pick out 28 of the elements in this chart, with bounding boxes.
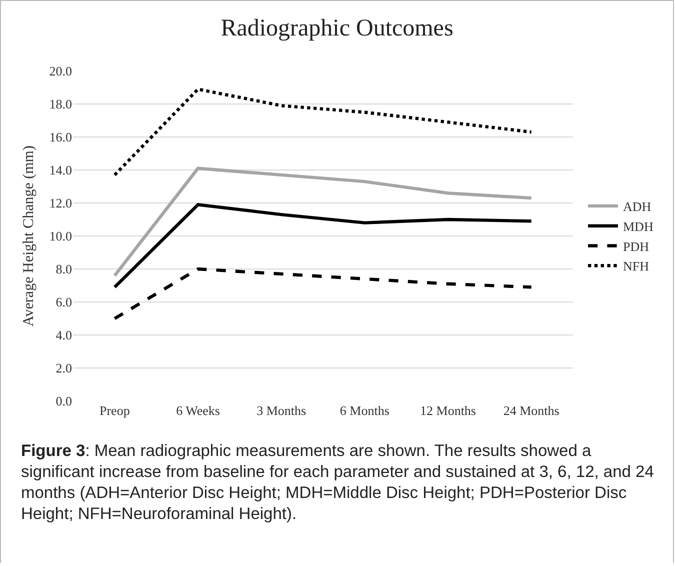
legend-label: ADH <box>623 199 652 214</box>
y-tick-label: 14.0 <box>49 162 72 178</box>
x-tick-label: 12 Months <box>420 403 476 418</box>
x-tick-label: 6 Months <box>340 403 390 418</box>
x-tick-label: 6 Weeks <box>176 403 220 418</box>
y-tick-label: 20.0 <box>49 64 72 79</box>
legend-label: MDH <box>623 218 654 234</box>
x-tick-label: 24 Months <box>503 403 560 418</box>
y-axis-title: Average Height Change (mm) <box>21 146 37 326</box>
line-series <box>113 88 533 177</box>
y-tick-label: 2.0 <box>56 360 72 376</box>
y-tick-label: 12.0 <box>49 196 72 211</box>
line-series <box>113 267 533 320</box>
y-tick-label: 0.0 <box>56 394 72 409</box>
y-tick-label: 6.0 <box>56 294 72 310</box>
legend-label: NFH <box>623 258 650 274</box>
y-tick-label: 4.0 <box>56 328 72 343</box>
chart-title: Radiographic Outcomes <box>220 15 454 42</box>
y-tick-label: 10.0 <box>49 228 72 244</box>
x-tick-label: Preop <box>100 403 130 418</box>
line-series <box>113 166 533 278</box>
y-tick-label: 8.0 <box>56 262 72 277</box>
y-tick-label: 16.0 <box>49 130 72 145</box>
legend-label: PDH <box>623 238 650 254</box>
caption: Figure 3: Mean radiographic measurements are shown. The results showed a significant increase from baseline for each parameter and sustained at 3, 6, 12, and 24 months (ADH=Anterior Disc Height; MDH=Middle Disc Height; PDH=Posterior Disc Height; NFH=Neuroforaminal Height). <box>21 442 654 523</box>
x-tick-label: 3 Months <box>256 403 306 418</box>
line-series <box>113 203 533 289</box>
y-tick-label: 18.0 <box>49 96 72 112</box>
